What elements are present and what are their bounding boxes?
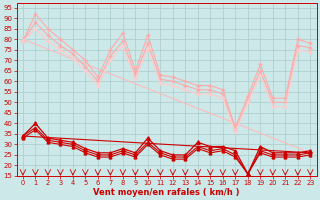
X-axis label: Vent moyen/en rafales ( km/h ): Vent moyen/en rafales ( km/h ) [93,188,240,197]
